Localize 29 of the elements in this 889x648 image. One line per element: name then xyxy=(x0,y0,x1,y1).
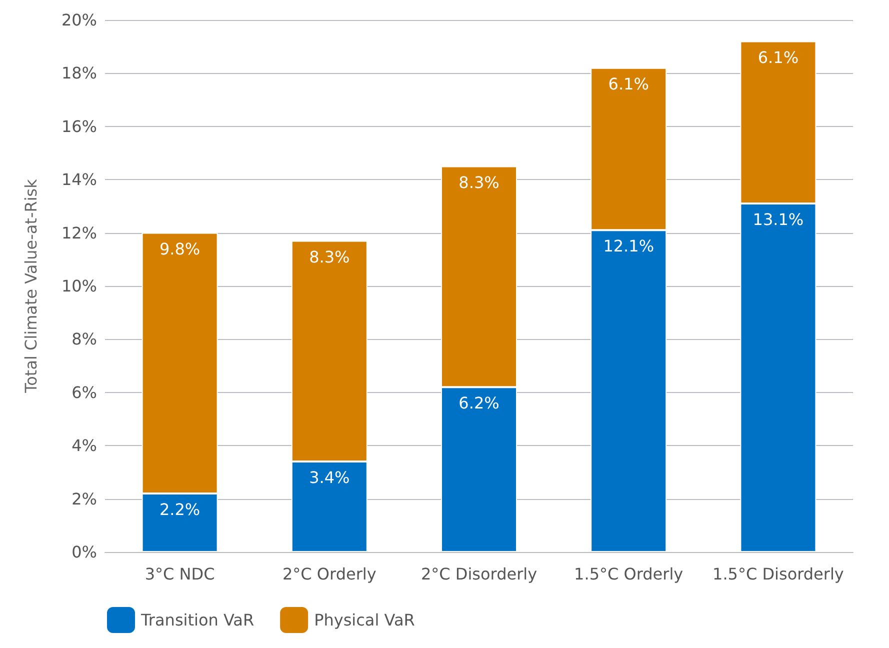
data-label: 12.1% xyxy=(603,236,654,256)
y-tick-label: 0% xyxy=(72,542,97,562)
y-tick-label: 12% xyxy=(61,223,97,242)
data-label: 9.8% xyxy=(159,239,200,258)
y-tick-label: 6% xyxy=(72,382,97,402)
data-label: 6.1% xyxy=(758,48,799,67)
y-tick-label: 10% xyxy=(61,276,97,296)
x-tick-label: 1.5°C Orderly xyxy=(574,564,684,584)
x-tick-label: 1.5°C Disorderly xyxy=(712,564,844,584)
y-tick-label: 18% xyxy=(61,64,97,83)
data-label: 3.4% xyxy=(309,468,350,488)
data-label: 6.1% xyxy=(608,74,649,94)
data-label: 2.2% xyxy=(159,500,200,519)
legend-label: Transition VaR xyxy=(140,610,254,630)
x-tick-label: 2°C Disorderly xyxy=(420,564,538,584)
data-label: 13.1% xyxy=(752,210,804,230)
data-label: 6.2% xyxy=(458,394,500,413)
y-tick-label: 14% xyxy=(61,170,97,190)
data-label: 8.3% xyxy=(309,247,350,266)
y-tick-label: 20% xyxy=(61,10,97,30)
y-tick-label: 8% xyxy=(72,330,97,349)
x-tick-label: 3°C NDC xyxy=(144,564,215,584)
legend-label: Physical VaR xyxy=(314,610,415,630)
y-tick-label: 2% xyxy=(72,489,97,508)
y-tick-label: 16% xyxy=(61,116,97,136)
y-axis-title: Total Climate Value-at-Risk xyxy=(22,178,40,394)
y-tick-label: 4% xyxy=(72,436,97,456)
x-tick-label: 2°C Orderly xyxy=(282,564,376,584)
data-label: 8.3% xyxy=(458,172,500,192)
